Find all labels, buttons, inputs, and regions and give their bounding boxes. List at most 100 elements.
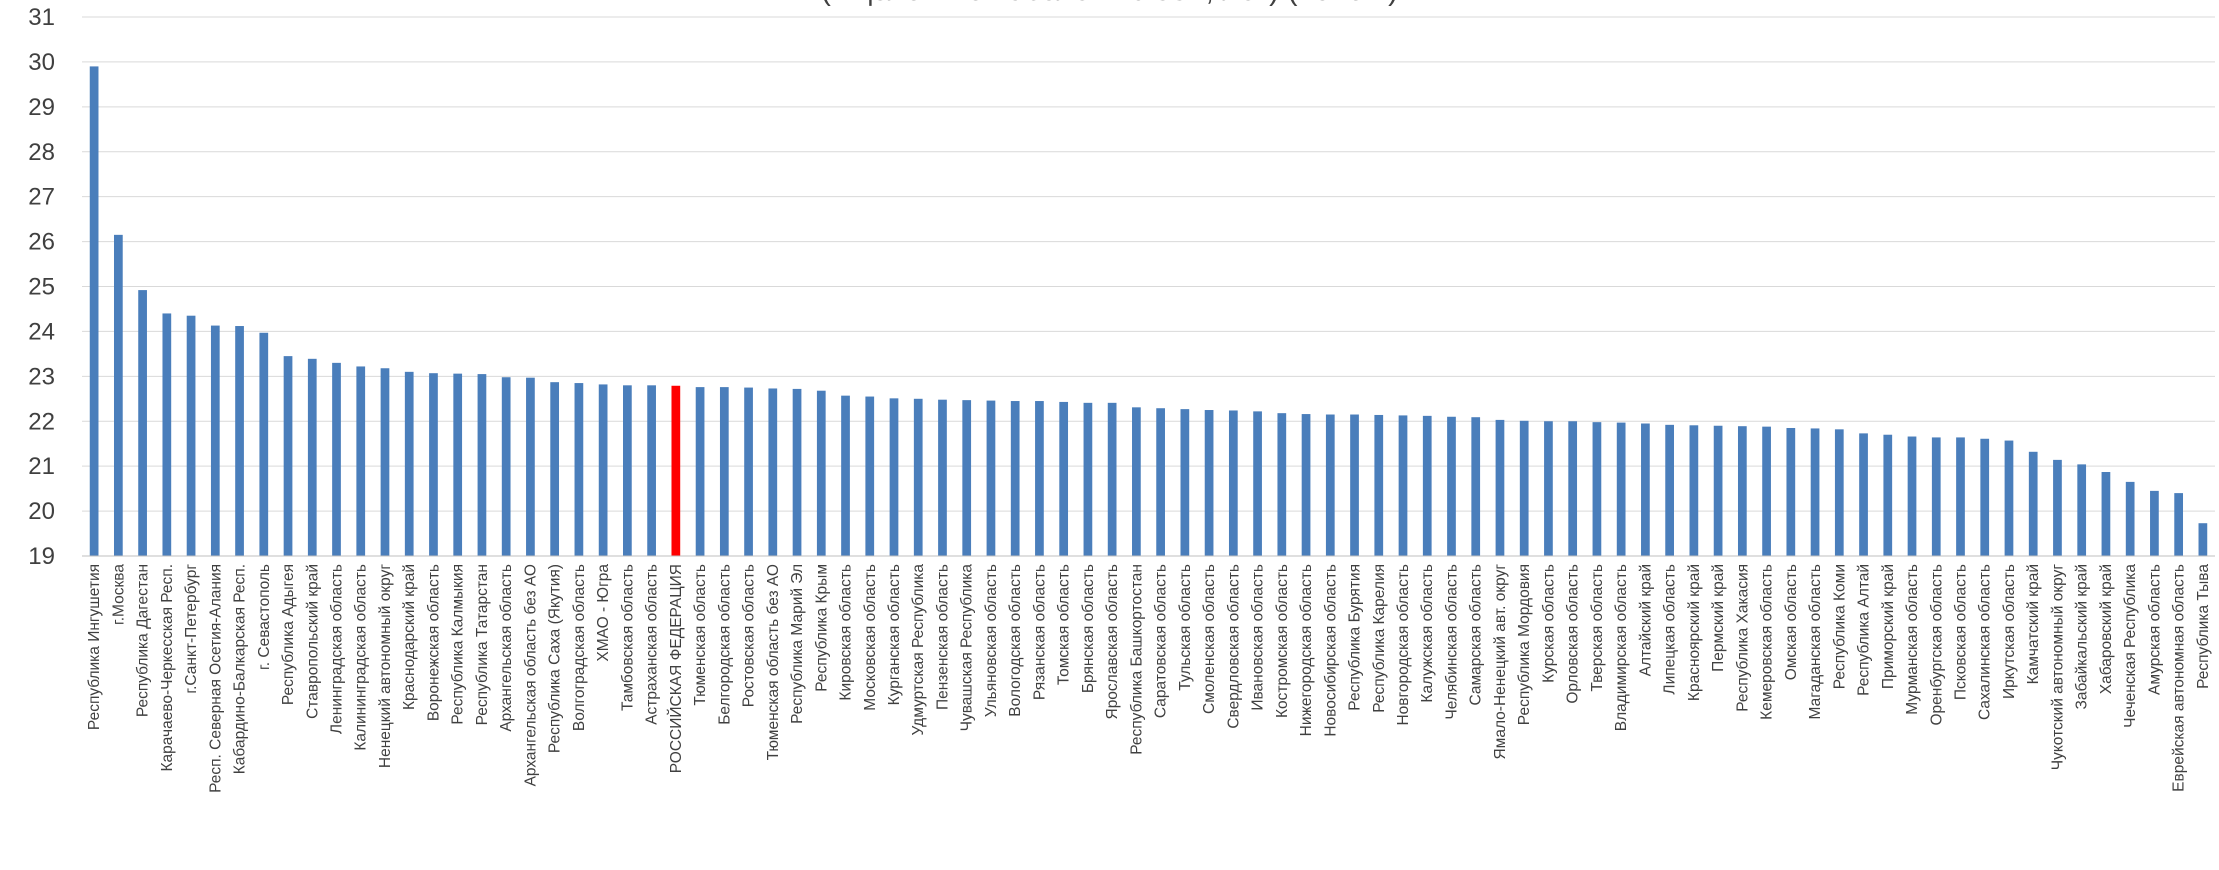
y-tick-label: 27 xyxy=(28,184,55,211)
bar xyxy=(210,325,220,556)
bar xyxy=(89,66,99,557)
bar xyxy=(2077,464,2087,556)
bar xyxy=(1010,401,1020,556)
bar xyxy=(2004,440,2014,556)
x-category-label: Республика Крым xyxy=(813,564,830,692)
bar xyxy=(2198,523,2208,556)
bar xyxy=(259,332,269,556)
x-category-label: Архангельская область без АО xyxy=(522,564,539,786)
bar xyxy=(1956,437,1965,556)
x-category-label: Курганская область xyxy=(886,564,903,705)
x-category-label: Орловская область xyxy=(1565,564,1582,704)
x-category-label: Камчатский край xyxy=(2025,564,2042,684)
bar xyxy=(1180,409,1190,556)
chart-title: (в целом по населению 55+, лет) (2020 г.… xyxy=(0,0,2219,8)
x-category-label: Белгородская область xyxy=(716,564,733,725)
y-tick-label: 26 xyxy=(28,229,55,256)
y-tick-label: 21 xyxy=(28,453,55,480)
x-category-label: г. Севастополь xyxy=(256,564,273,670)
bar xyxy=(1665,424,1674,556)
bar xyxy=(1883,434,1893,556)
y-tick-label: 22 xyxy=(28,408,55,435)
bar xyxy=(1374,414,1384,556)
x-category-label: Тамбовская область xyxy=(619,564,636,711)
x-category-label: Свердловская область xyxy=(1225,564,1242,729)
bar xyxy=(2101,472,2111,556)
y-tick-label: 31 xyxy=(28,4,55,31)
bar xyxy=(1616,422,1626,556)
x-category-label: Омская область xyxy=(1783,564,1800,680)
bar xyxy=(1059,401,1069,556)
x-category-label: Ярославская область xyxy=(1104,564,1121,720)
bar xyxy=(1810,428,1820,556)
x-category-label: Воронежская область xyxy=(425,564,442,721)
bar xyxy=(477,374,487,556)
bar xyxy=(1762,426,1771,556)
y-tick-label: 28 xyxy=(28,139,55,166)
x-category-label: г.Москва xyxy=(110,564,127,625)
x-category-label: Саратовская область xyxy=(1153,564,1170,718)
bar xyxy=(1713,425,1723,556)
y-tick-label: 30 xyxy=(28,49,55,76)
bar xyxy=(889,398,899,556)
x-category-label: Пермский край xyxy=(1710,564,1727,672)
bar xyxy=(792,388,802,556)
x-category-label: Республика Дагестан xyxy=(135,564,152,717)
x-category-label: Сахалинская область xyxy=(1977,564,1994,720)
x-category-label: Удмуртская Республика xyxy=(910,564,927,736)
x-category-label: Пензенская область xyxy=(934,564,951,710)
x-category-label: Смоленская область xyxy=(1201,564,1218,714)
bar xyxy=(550,382,560,556)
x-category-label: Чеченская Республика xyxy=(2122,564,2139,728)
bar xyxy=(1689,425,1699,556)
bar xyxy=(453,373,463,556)
x-category-label: Республика Калмыкия xyxy=(450,564,467,725)
bar xyxy=(1447,416,1456,556)
x-category-label: Ульяновская область xyxy=(983,564,1000,717)
x-category-label: Ленинградская область xyxy=(329,564,346,734)
x-category-label: Республика Ингушетия xyxy=(86,564,103,730)
x-category-label: Республика Адыгея xyxy=(280,564,297,705)
y-tick-label: 20 xyxy=(28,498,55,525)
bar xyxy=(138,290,147,556)
bar xyxy=(1422,415,1432,556)
bar xyxy=(2150,490,2159,556)
x-category-label: Костромская область xyxy=(1274,564,1291,718)
y-tick-label: 23 xyxy=(28,363,55,390)
x-category-label: Республика Карелия xyxy=(1371,564,1388,713)
x-category-label: Республика Хакасия xyxy=(1734,564,1751,712)
x-category-label: Амурская область xyxy=(2146,564,2163,695)
bar xyxy=(2028,451,2038,556)
bar xyxy=(429,373,438,556)
x-category-label: Тульская область xyxy=(1177,564,1194,691)
bar xyxy=(526,377,535,556)
bar xyxy=(1156,408,1165,556)
bar xyxy=(938,399,947,556)
bar xyxy=(1277,413,1287,556)
bar xyxy=(1495,419,1505,556)
bar xyxy=(1035,401,1044,556)
bar xyxy=(113,234,123,557)
bar xyxy=(1350,414,1359,556)
x-category-label: Республика Башкортостан xyxy=(1128,564,1145,755)
bar xyxy=(768,388,778,556)
x-category-label: Кабардино-Балкарская Респ. xyxy=(232,564,249,774)
bar xyxy=(1083,402,1093,556)
bar xyxy=(1786,427,1796,556)
bar xyxy=(356,366,366,556)
x-category-label: Московская область xyxy=(862,564,879,711)
bar xyxy=(1519,420,1529,556)
bar xyxy=(1107,402,1117,556)
bar xyxy=(671,385,681,556)
x-axis-category-labels: Республика Ингушетия г.Москва Республика Д… xyxy=(86,564,2212,793)
bar xyxy=(574,383,584,556)
y-tick-label: 24 xyxy=(28,318,55,345)
x-category-label: Калининградская область xyxy=(353,564,370,751)
x-category-label: Хабаровский край xyxy=(2098,564,2115,694)
x-category-label: Калужская область xyxy=(1419,564,1436,703)
x-category-label: Оренбургская область xyxy=(1928,564,1945,726)
bar xyxy=(986,400,996,556)
x-category-label: Ставропольский край xyxy=(304,564,321,719)
bar xyxy=(2053,459,2062,556)
